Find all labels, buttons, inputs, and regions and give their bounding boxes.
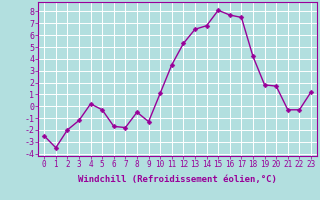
X-axis label: Windchill (Refroidissement éolien,°C): Windchill (Refroidissement éolien,°C): [78, 175, 277, 184]
